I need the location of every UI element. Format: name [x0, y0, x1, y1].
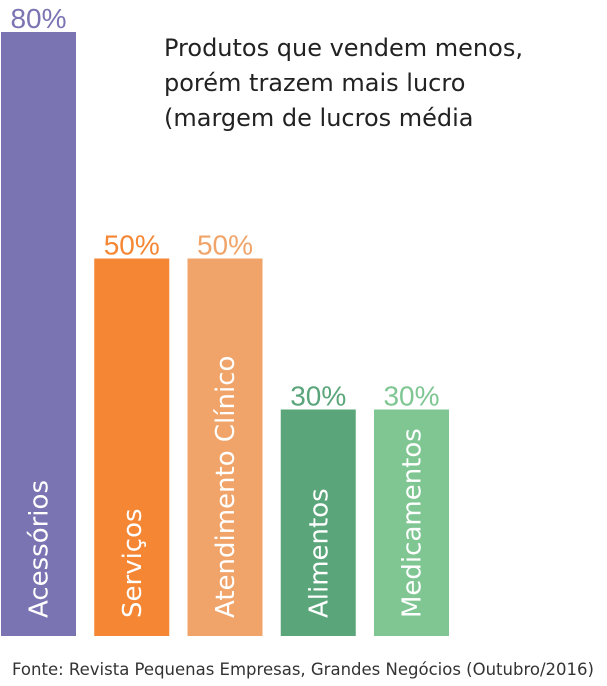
bar-3: [280, 409, 356, 636]
bars-group: 80% Acessórios 50% Serviços 50% Atendimento C…: [1, 3, 449, 636]
category-label-0: Acessórios: [25, 480, 55, 618]
value-label-0: 80%: [10, 3, 66, 34]
category-label-3: Alimentos: [304, 488, 334, 618]
chart-title-line-2: porém trazem mais lucro: [164, 69, 465, 97]
bar-1: [94, 258, 170, 636]
chart-source: Fonte: Revista Pequenas Empresas, Grande…: [12, 660, 594, 679]
chart-title-line-3: (margem de lucros média: [164, 104, 474, 132]
category-label-1: Serviços: [118, 508, 148, 618]
value-label-3: 30%: [290, 381, 346, 412]
category-label-2: Atendimento Clínico: [211, 356, 241, 618]
chart-title-line-1: Produtos que vendem menos,: [164, 34, 523, 62]
bar-0: [1, 32, 76, 636]
value-label-2: 50%: [197, 230, 253, 261]
category-label-4: Medicamentos: [398, 428, 428, 618]
bar-2: [187, 258, 263, 636]
value-label-4: 30%: [383, 381, 439, 412]
bar-4: [374, 409, 449, 636]
value-label-1: 50%: [104, 230, 160, 261]
